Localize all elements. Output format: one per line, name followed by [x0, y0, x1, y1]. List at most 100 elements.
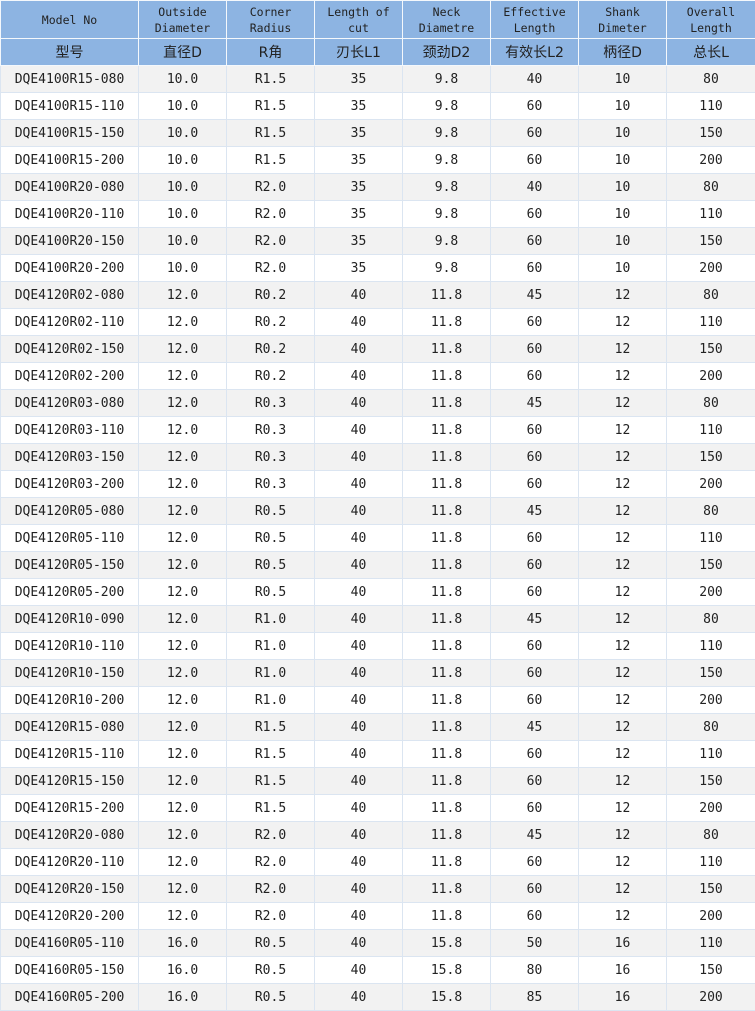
cell-neck-diameter: 11.8 — [403, 606, 491, 633]
cell-overall-length: 110 — [667, 201, 755, 228]
header-corner-radius: Corner Radius — [227, 1, 315, 39]
cell-overall-length: 150 — [667, 120, 755, 147]
cell-outside-diameter: 12.0 — [139, 498, 227, 525]
cell-model-no: DQE4120R15-150 — [1, 768, 139, 795]
cell-shank-diameter: 12 — [579, 309, 667, 336]
cell-neck-diameter: 9.8 — [403, 201, 491, 228]
cell-shank-diameter: 12 — [579, 768, 667, 795]
cell-length-of-cut: 40 — [315, 741, 403, 768]
cell-model-no: DQE4120R02-200 — [1, 363, 139, 390]
cell-outside-diameter: 12.0 — [139, 309, 227, 336]
cell-effective-length: 60 — [491, 687, 579, 714]
cell-model-no: DQE4120R10-150 — [1, 660, 139, 687]
cell-shank-diameter: 12 — [579, 903, 667, 930]
cell-shank-diameter: 10 — [579, 120, 667, 147]
cell-effective-length: 60 — [491, 363, 579, 390]
cell-model-no: DQE4120R05-110 — [1, 525, 139, 552]
cell-neck-diameter: 11.8 — [403, 309, 491, 336]
cell-overall-length: 150 — [667, 957, 755, 984]
cell-overall-length: 200 — [667, 579, 755, 606]
cell-model-no: DQE4120R10-200 — [1, 687, 139, 714]
cell-overall-length: 150 — [667, 228, 755, 255]
cell-shank-diameter: 12 — [579, 471, 667, 498]
cell-corner-radius: R1.5 — [227, 795, 315, 822]
cell-neck-diameter: 11.8 — [403, 498, 491, 525]
cell-overall-length: 80 — [667, 390, 755, 417]
cell-length-of-cut: 40 — [315, 552, 403, 579]
cell-effective-length: 80 — [491, 957, 579, 984]
cell-length-of-cut: 40 — [315, 876, 403, 903]
cell-shank-diameter: 12 — [579, 741, 667, 768]
cell-outside-diameter: 12.0 — [139, 417, 227, 444]
cell-shank-diameter: 10 — [579, 93, 667, 120]
cell-overall-length: 200 — [667, 903, 755, 930]
cell-outside-diameter: 10.0 — [139, 147, 227, 174]
cell-neck-diameter: 11.8 — [403, 768, 491, 795]
cell-length-of-cut: 40 — [315, 822, 403, 849]
cell-outside-diameter: 12.0 — [139, 903, 227, 930]
cell-corner-radius: R0.5 — [227, 498, 315, 525]
header-cn-effective-length: 有效长L2 — [491, 39, 579, 66]
cell-overall-length: 200 — [667, 984, 755, 1011]
cell-effective-length: 60 — [491, 147, 579, 174]
cell-outside-diameter: 12.0 — [139, 471, 227, 498]
cell-model-no: DQE4100R15-150 — [1, 120, 139, 147]
cell-length-of-cut: 40 — [315, 579, 403, 606]
cell-length-of-cut: 40 — [315, 471, 403, 498]
cell-model-no: DQE4160R05-150 — [1, 957, 139, 984]
cell-corner-radius: R0.3 — [227, 444, 315, 471]
cell-shank-diameter: 10 — [579, 228, 667, 255]
cell-length-of-cut: 40 — [315, 417, 403, 444]
cell-model-no: DQE4100R15-200 — [1, 147, 139, 174]
cell-outside-diameter: 12.0 — [139, 795, 227, 822]
cell-effective-length: 45 — [491, 822, 579, 849]
cell-model-no: DQE4120R20-080 — [1, 822, 139, 849]
cell-model-no: DQE4100R20-080 — [1, 174, 139, 201]
cell-effective-length: 45 — [491, 714, 579, 741]
cell-effective-length: 40 — [491, 66, 579, 93]
header-cn-neck-diameter: 颈劲D2 — [403, 39, 491, 66]
cell-outside-diameter: 10.0 — [139, 174, 227, 201]
cell-outside-diameter: 10.0 — [139, 201, 227, 228]
cell-corner-radius: R0.2 — [227, 282, 315, 309]
cell-length-of-cut: 40 — [315, 957, 403, 984]
cell-outside-diameter: 12.0 — [139, 849, 227, 876]
cell-neck-diameter: 9.8 — [403, 228, 491, 255]
cell-length-of-cut: 40 — [315, 849, 403, 876]
cell-model-no: DQE4120R03-110 — [1, 417, 139, 444]
cell-effective-length: 60 — [491, 876, 579, 903]
cell-shank-diameter: 16 — [579, 957, 667, 984]
cell-neck-diameter: 9.8 — [403, 255, 491, 282]
cell-length-of-cut: 40 — [315, 606, 403, 633]
cell-corner-radius: R1.0 — [227, 660, 315, 687]
cell-overall-length: 200 — [667, 255, 755, 282]
cell-overall-length: 80 — [667, 66, 755, 93]
cell-effective-length: 60 — [491, 795, 579, 822]
cell-effective-length: 60 — [491, 444, 579, 471]
cell-shank-diameter: 12 — [579, 795, 667, 822]
cell-length-of-cut: 35 — [315, 66, 403, 93]
cell-overall-length: 80 — [667, 498, 755, 525]
cell-length-of-cut: 40 — [315, 336, 403, 363]
cell-corner-radius: R2.0 — [227, 822, 315, 849]
cell-outside-diameter: 16.0 — [139, 984, 227, 1011]
cell-neck-diameter: 11.8 — [403, 687, 491, 714]
cell-outside-diameter: 12.0 — [139, 579, 227, 606]
cell-corner-radius: R0.5 — [227, 525, 315, 552]
cell-overall-length: 150 — [667, 336, 755, 363]
cell-effective-length: 45 — [491, 606, 579, 633]
cell-corner-radius: R0.5 — [227, 579, 315, 606]
cell-shank-diameter: 12 — [579, 336, 667, 363]
cell-effective-length: 45 — [491, 282, 579, 309]
